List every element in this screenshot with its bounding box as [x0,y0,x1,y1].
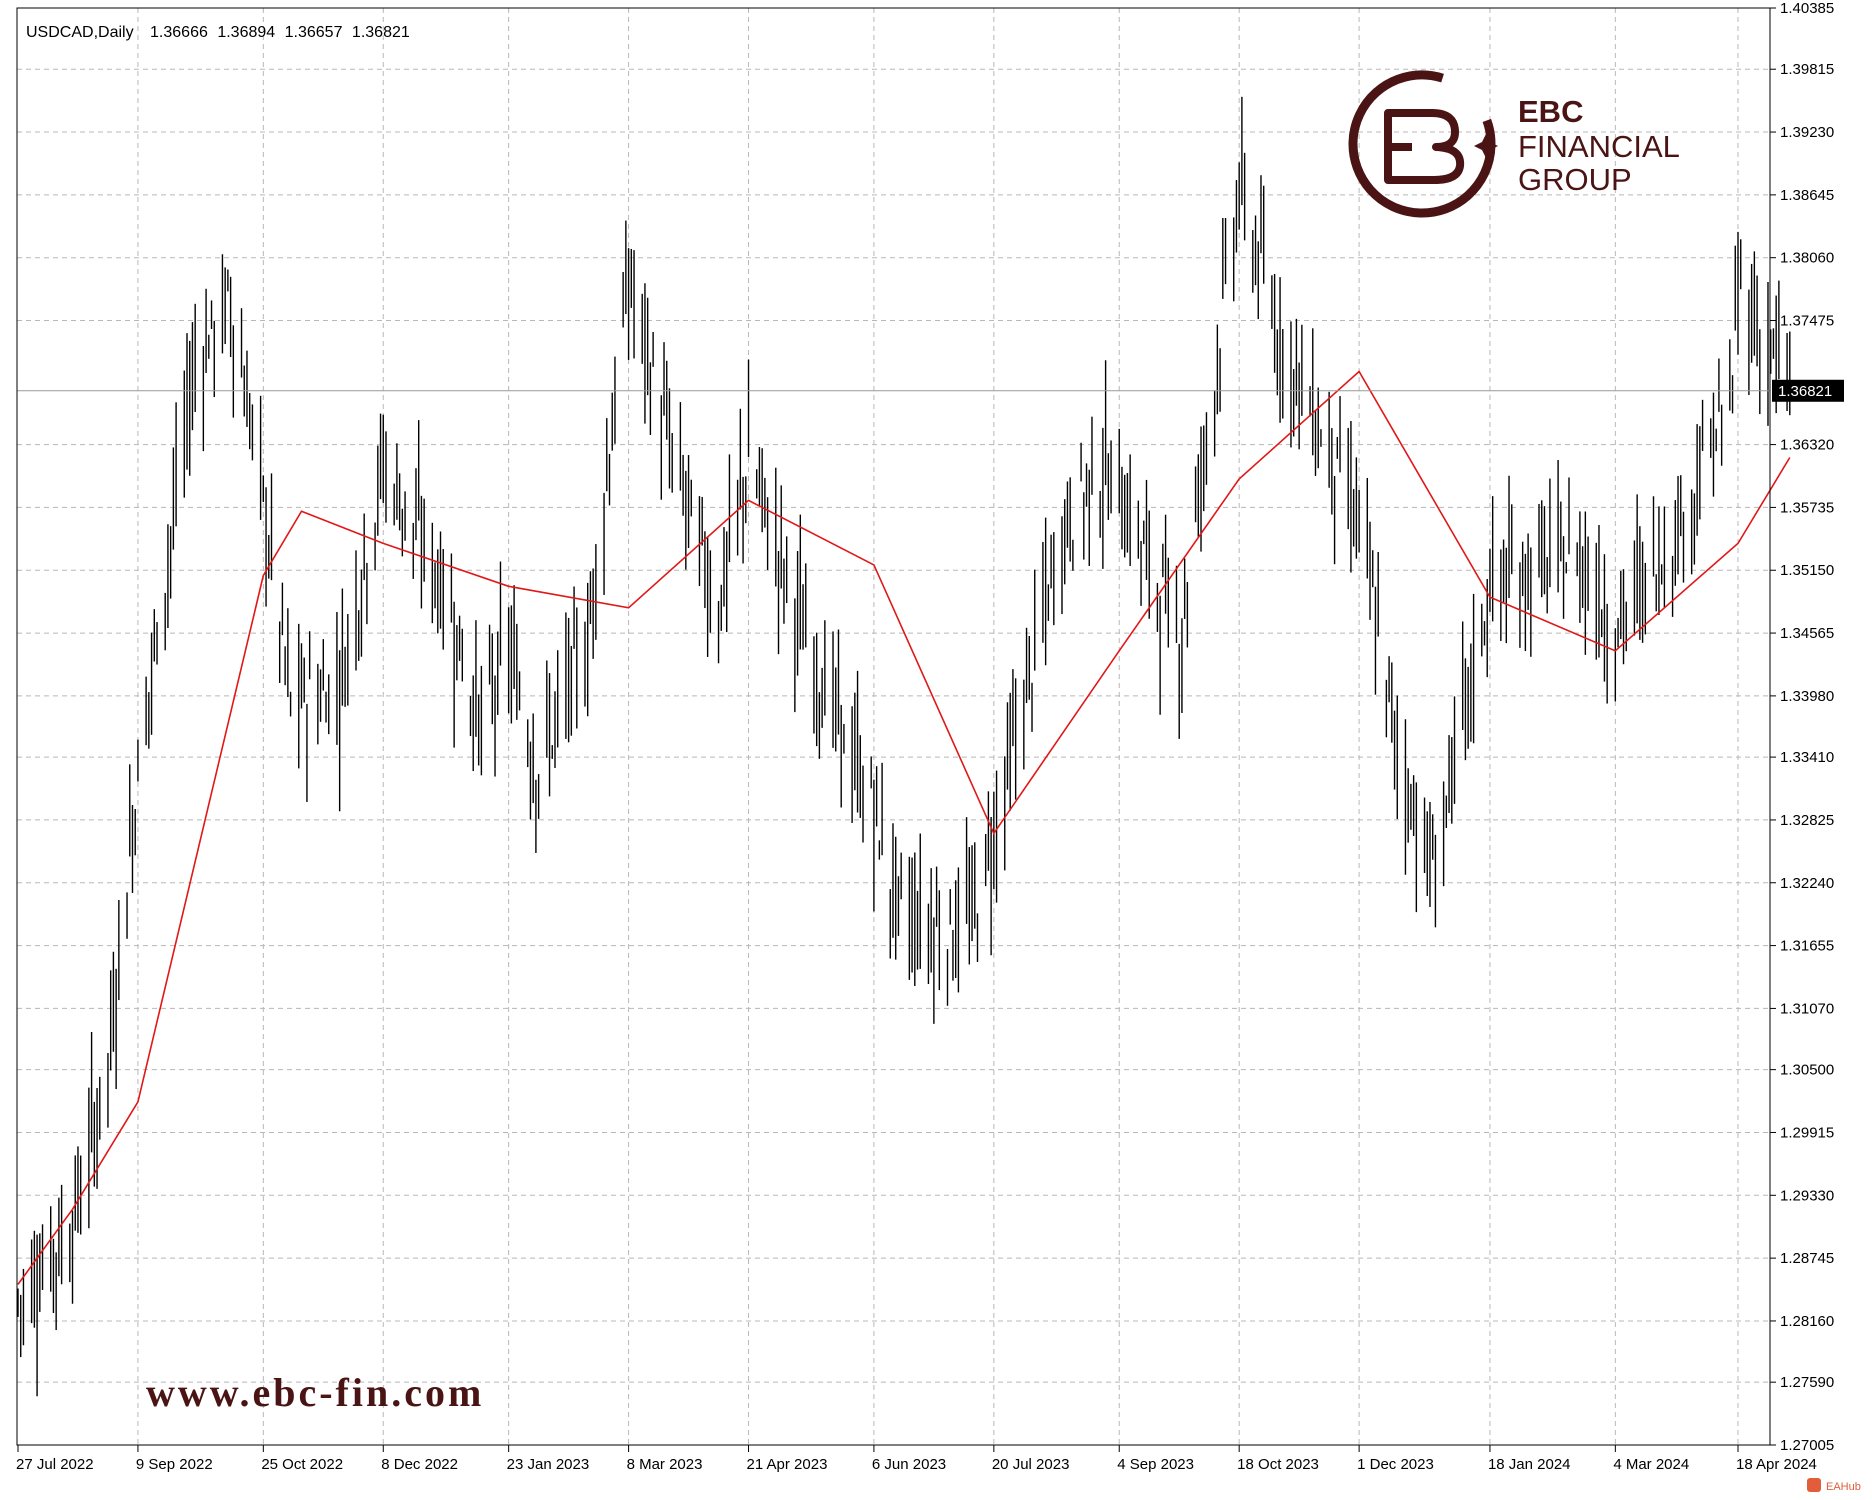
y-tick-label: 1.28160 [1780,1313,1834,1330]
x-axis: 27 Jul 2022 9 Sep 2022 25 Oct 2022 8 Dec 20… [16,1445,1817,1473]
y-tick-label: 1.32240 [1780,875,1834,892]
logo-monogram-icon [1384,109,1465,184]
y-tick-label: 1.29915 [1780,1124,1834,1141]
last-price-box [1772,379,1844,402]
x-tick-label: 1 Dec 2023 [1357,1456,1434,1473]
y-tick-label: 1.30500 [1780,1062,1834,1079]
y-tick-label: 1.32825 [1780,812,1834,829]
moving-average-line [17,370,1791,1285]
eahub-label: EAHub [1826,1481,1861,1493]
y-tick-label: 1.39230 [1780,124,1834,141]
close-value: 1.36821 [352,24,410,41]
x-tick-label: 6 Jun 2023 [872,1456,946,1473]
x-tick-label: 23 Jan 2023 [507,1456,590,1473]
y-tick-label: 1.27590 [1780,1374,1834,1391]
symbol-header: USDCAD,Daily 1.36666 1.36894 1.36657 1.3… [26,24,410,41]
low-value: 1.36657 [285,24,343,41]
y-tick-label: 1.39815 [1780,61,1834,78]
symbol-label: USDCAD,Daily [26,24,134,41]
y-tick-label: 1.29330 [1780,1187,1834,1204]
y-axis: 1.40385 1.39815 1.39230 1.38645 1.38060 1.374… [1770,0,1834,1454]
ebc-logo: EBC FINANCIAL GROUP [1348,70,1680,218]
y-tick-label: 1.35150 [1780,562,1834,579]
y-tick-label: 1.33410 [1780,749,1834,766]
x-tick-label: 25 Oct 2022 [261,1456,343,1473]
y-tick-label: 1.40385 [1780,0,1834,17]
x-tick-label: 20 Jul 2023 [992,1456,1070,1473]
y-tick-label: 1.27005 [1780,1437,1834,1454]
x-tick-label: 8 Mar 2023 [627,1456,703,1473]
x-tick-label: 18 Jan 2024 [1488,1456,1571,1473]
y-tick-label: 1.34565 [1780,625,1834,642]
x-tick-label: 18 Apr 2024 [1736,1456,1817,1473]
eahub-badge: EAHub [1807,1478,1861,1493]
y-tick-label: 1.36320 [1780,437,1834,454]
x-tick-label: 9 Sep 2022 [136,1456,213,1473]
y-tick-label: 1.31655 [1780,938,1834,955]
y-tick-label: 1.38645 [1780,187,1834,204]
y-tick-label: 1.28745 [1780,1250,1834,1267]
x-tick-label: 18 Oct 2023 [1237,1456,1319,1473]
logo-line1: EBC [1518,94,1583,129]
open-value: 1.36666 [150,24,208,41]
moving-average [17,370,1791,1285]
eahub-icon [1807,1478,1821,1492]
x-tick-label: 21 Apr 2023 [747,1456,828,1473]
x-tick-label: 8 Dec 2022 [381,1456,458,1473]
high-value: 1.36894 [217,24,275,41]
y-tick-label: 1.31070 [1780,1000,1834,1017]
x-tick-label: 27 Jul 2022 [16,1456,94,1473]
y-tick-label: 1.37475 [1780,313,1834,330]
y-tick-label: 1.38060 [1780,250,1834,267]
x-tick-label: 4 Sep 2023 [1117,1456,1194,1473]
logo-line3: GROUP [1518,162,1632,197]
plot-frame [16,7,1771,1446]
last-price-label: 1.36821 [1778,383,1832,400]
logo-sparkle-icon [1474,134,1498,158]
logo-line2: FINANCIAL [1518,129,1680,164]
y-tick-label: 1.35735 [1780,499,1834,516]
x-tick-label: 4 Mar 2024 [1613,1456,1689,1473]
y-tick-label: 1.33980 [1780,688,1834,705]
last-price-marker: 1.36821 [17,379,1844,402]
ohlc-bars [17,96,1791,1397]
website-url: www.ebc-fin.com [146,1370,484,1415]
